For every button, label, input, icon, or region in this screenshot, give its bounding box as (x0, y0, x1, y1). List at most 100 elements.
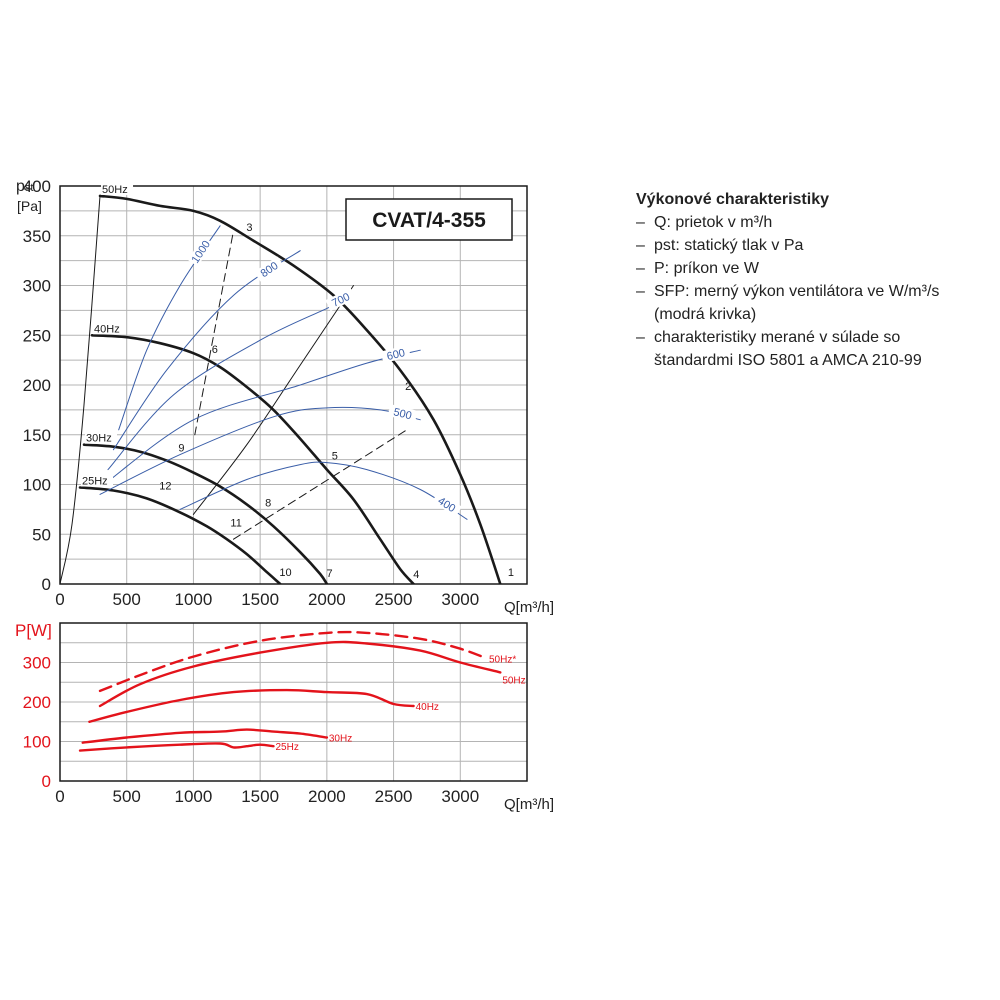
plot-frame (59, 185, 528, 585)
x-tick-label: 3000 (441, 590, 479, 609)
sfp-label-bg (380, 344, 411, 364)
legend-item: – P: príkon ve W (636, 257, 996, 280)
y-tick-label: 50 (32, 525, 51, 544)
legend-title: Výkonové charakteristiky (636, 191, 829, 208)
plot-area (78, 630, 502, 752)
y-axis-label: pst (16, 178, 33, 195)
series-label: 40Hz (94, 323, 120, 335)
series-label: 50Hz (102, 184, 128, 196)
sfp-label-bg (187, 236, 214, 267)
point-label: 5 (332, 451, 338, 463)
legend-text: pst: statický tlak v Pa (654, 237, 804, 254)
series-label-bg (101, 182, 134, 195)
pressure-chart: 0 500 1000 1500 2000 2500 30000501001502002503… (16, 177, 554, 616)
legend-item: – SFP: merný výkon ventilátora ve W/m³/s (636, 280, 996, 303)
series-label: 40Hz (416, 702, 439, 713)
x-tick-label: 1500 (241, 590, 279, 609)
series-label: 30Hz (329, 734, 352, 745)
series-label: 30Hz (86, 433, 112, 445)
sfp-curve (103, 349, 421, 485)
x-tick-label: 500 (113, 787, 141, 806)
point-label: 8 (265, 497, 271, 509)
fan-curve (90, 334, 415, 584)
sfp-label-bg (387, 404, 418, 423)
sfp-label-bg (325, 287, 356, 312)
x-tick-label: 2000 (308, 787, 346, 806)
legend-dash: – (636, 214, 645, 231)
power-curve (98, 640, 502, 708)
y-axis-label: P[W] (15, 621, 52, 640)
legend-text: (modrá krivka) (654, 306, 757, 323)
legend-dash (636, 303, 654, 326)
legend-item: – pst: statický tlak v Pa (636, 234, 996, 257)
series-label: 50Hz (502, 675, 525, 686)
legend-dash: – (636, 237, 645, 254)
point-label: 11 (230, 517, 241, 529)
legend-item: štandardmi ISO 5801 a AMCA 210-99 (636, 349, 996, 372)
sfp-label-group: 400 (431, 491, 463, 517)
legend-text: charakteristiky merané v súlade so (654, 329, 901, 346)
y-tick-label: 0 (42, 772, 51, 791)
sfp-curve (99, 406, 421, 495)
point-label: 6 (212, 344, 218, 356)
y-tick-label: 150 (23, 426, 51, 445)
x-tick-label: 0 (55, 590, 64, 609)
x-axis-label: Q[m³/h] (504, 599, 554, 616)
series-label-bg (85, 431, 118, 444)
y-tick-label: 100 (23, 476, 51, 495)
point-label: 1 (508, 567, 514, 579)
power-curve (81, 728, 329, 744)
power-curve (88, 688, 415, 723)
legend-panel: Výkonové charakteristiky – Q: prietok v m… (636, 188, 996, 372)
title-box (345, 198, 513, 241)
plot-area (60, 194, 502, 584)
x-tick-label: 3000 (441, 787, 479, 806)
power-chart: 0 500 1000 1500 2000 2500 3000 0 100 200 300 P[W] Q[… (15, 621, 554, 813)
power-curve (78, 742, 275, 752)
fan-curve (78, 486, 282, 584)
system-curve (192, 285, 354, 515)
x-tick-label: 2500 (375, 787, 413, 806)
legend-dash: – (636, 329, 645, 346)
y-axis-unit: [Pa] (17, 198, 42, 214)
chart-title: CVAT/4-355 (372, 209, 486, 232)
x-tick-label: 1000 (175, 590, 213, 609)
sfp-label-bg (254, 256, 284, 282)
x-tick-label: 1500 (241, 787, 279, 806)
y-tick-label: 300 (23, 277, 51, 296)
y-tick-label: 300 (23, 654, 51, 673)
legend-text: P: príkon ve W (654, 260, 759, 277)
x-tick-label: 0 (55, 787, 64, 806)
legend-dash (636, 349, 654, 372)
sfp-curve (112, 250, 301, 451)
fan-curve (98, 194, 502, 584)
legend-items: – Q: prietok v m³/h – pst: statický tlak v … (636, 211, 996, 372)
series-label: 50Hz* (489, 655, 516, 666)
point-label: 7 (326, 568, 332, 580)
legend-text: Q: prietok v m³/h (654, 214, 773, 231)
plot-frame (59, 622, 528, 782)
y-tick-label: 200 (23, 693, 51, 712)
sfp-curve (107, 294, 354, 471)
sfp-label-group: 600 (380, 344, 411, 364)
legend-item: – charakteristiky merané v súlade so (636, 326, 996, 349)
point-label: 9 (178, 443, 184, 455)
point-label: 10 (279, 567, 291, 579)
y-tick-label: 100 (23, 733, 51, 752)
series-label-bg (81, 474, 114, 487)
point-label: 3 (246, 222, 252, 234)
y-tick-label: 0 (42, 575, 51, 594)
system-curve-dashed (233, 429, 408, 540)
legend-text: SFP: merný výkon ventilátora ve W/m³/s (654, 283, 940, 300)
system-curve (60, 195, 101, 584)
point-label: 2 (405, 381, 411, 393)
legend-text: štandardmi ISO 5801 a AMCA 210-99 (654, 352, 922, 369)
sfp-label-group: 500 (387, 404, 418, 423)
sfp-label-group: 1000 (187, 236, 214, 267)
series-label-bg (93, 322, 126, 335)
point-label: 12 (159, 480, 171, 492)
x-tick-label: 2000 (308, 590, 346, 609)
legend-item: (modrá krivka) (636, 303, 996, 326)
legend-dash: – (636, 283, 645, 300)
